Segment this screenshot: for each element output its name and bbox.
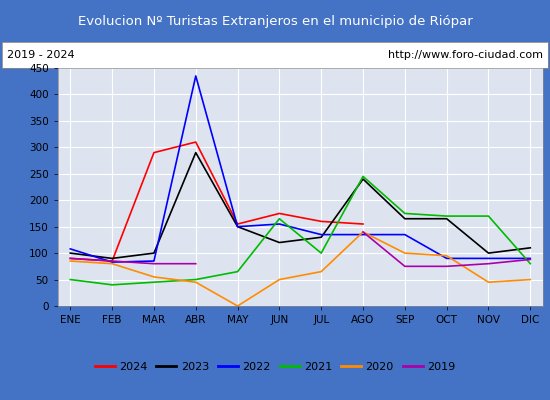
Text: http://www.foro-ciudad.com: http://www.foro-ciudad.com bbox=[388, 50, 543, 60]
Legend: 2024, 2023, 2022, 2021, 2020, 2019: 2024, 2023, 2022, 2021, 2020, 2019 bbox=[90, 358, 460, 376]
Text: Evolucion Nº Turistas Extranjeros en el municipio de Riópar: Evolucion Nº Turistas Extranjeros en el … bbox=[78, 14, 472, 28]
Text: 2019 - 2024: 2019 - 2024 bbox=[7, 50, 74, 60]
